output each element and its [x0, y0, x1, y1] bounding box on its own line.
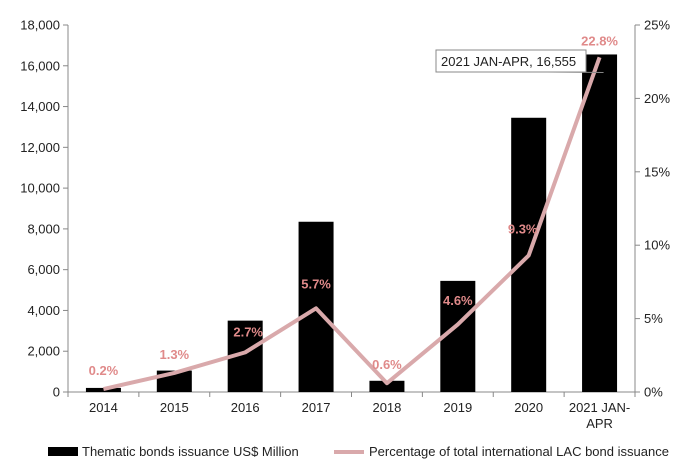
x-tick-label: 2020 — [514, 400, 543, 415]
data-label: 2.7% — [233, 325, 263, 340]
y-tick-right-label: 5% — [644, 311, 663, 326]
y-tick-left-label: 16,000 — [20, 58, 60, 73]
percentage-line — [102, 56, 602, 392]
x-tick-label: APR — [586, 416, 613, 431]
x-tick-label: 2021 JAN- — [569, 400, 630, 415]
y-tick-left-label: 2,000 — [27, 344, 60, 359]
data-label: 9.3% — [508, 221, 538, 236]
y-tick-right-label: 25% — [644, 18, 670, 33]
bar — [582, 54, 618, 392]
axes: 0 2,000 4,000 6,000 8,000 10,000 12,000 14,000 1… — [20, 18, 670, 432]
legend-line-label: Percentage of total international LAC bo… — [369, 444, 669, 459]
annotation-text: 2021 JAN-APR, 16,555 — [441, 54, 576, 69]
legend-bar-swatch — [48, 447, 78, 456]
x-tick-label: 2015 — [160, 400, 189, 415]
y-tick-right-label: 10% — [644, 238, 670, 253]
y-tick-left-label: 18,000 — [20, 18, 60, 33]
data-label: 5.7% — [301, 276, 331, 291]
data-labels: 0.2% 1.3% 2.7% 5.7% 0.6% 4.6% 9.3% 22.8% — [89, 33, 619, 378]
x-tick-label: 2019 — [443, 400, 472, 415]
y-tick-left-label: 14,000 — [20, 99, 60, 114]
x-tick-label: 2018 — [372, 400, 401, 415]
legend: Thematic bonds issuance US$ Million Perce… — [48, 444, 669, 459]
y-tick-left-label: 6,000 — [27, 262, 60, 277]
bar — [369, 380, 405, 392]
line-series — [102, 56, 602, 392]
y-tick-left-label: 12,000 — [20, 140, 60, 155]
y-tick-left-label: 4,000 — [27, 303, 60, 318]
y-tick-left-label: 8,000 — [27, 221, 60, 236]
legend-bar-label: Thematic bonds issuance US$ Million — [82, 444, 299, 459]
bar — [85, 387, 121, 392]
data-label: 0.2% — [89, 363, 119, 378]
y-tick-right-label: 15% — [644, 164, 670, 179]
data-label: 22.8% — [581, 33, 618, 48]
y-tick-right-label: 0% — [644, 385, 663, 400]
data-label: 4.6% — [443, 293, 473, 308]
bars — [85, 54, 618, 393]
x-tick-label: 2014 — [89, 400, 118, 415]
x-tick-label: 2016 — [231, 400, 260, 415]
annotation-box — [435, 49, 587, 73]
y-tick-left-label: 0 — [53, 385, 60, 400]
annotation: 2021 JAN-APR, 16,555 — [435, 49, 604, 73]
data-label: 0.6% — [372, 357, 402, 372]
y-tick-left-label: 10,000 — [20, 181, 60, 196]
data-label: 1.3% — [159, 347, 189, 362]
x-tick-label: 2017 — [302, 400, 331, 415]
y-tick-right-label: 20% — [644, 91, 670, 106]
